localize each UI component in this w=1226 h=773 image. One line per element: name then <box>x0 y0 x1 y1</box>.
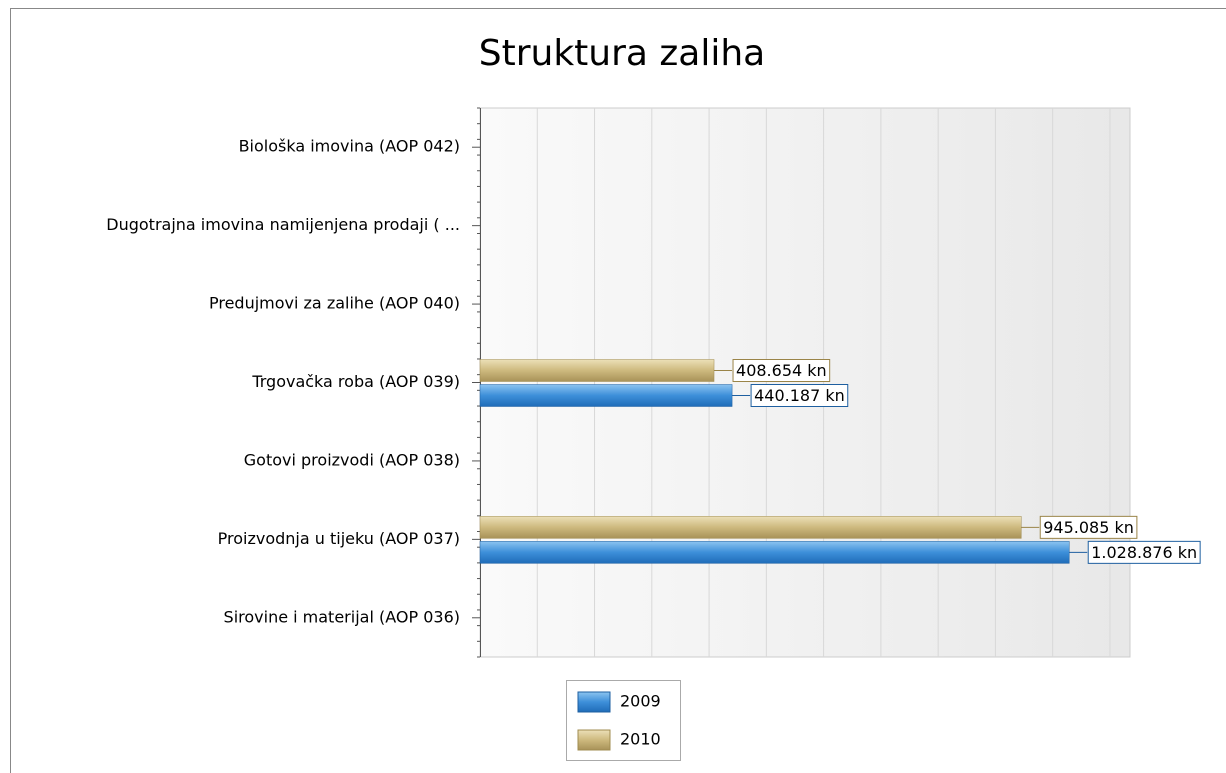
y-tick-label: Biološka imovina (AOP 042) <box>239 137 460 156</box>
data-label: 1.028.876 kn <box>1091 543 1197 562</box>
bar <box>479 359 715 382</box>
y-tick-label: Proizvodnja u tijeku (AOP 037) <box>218 529 460 548</box>
y-tick-label: Dugotrajna imovina namijenjena prodaji (… <box>106 215 460 234</box>
y-tick-label: Trgovačka roba (AOP 039) <box>251 372 460 391</box>
bar <box>479 516 1022 539</box>
y-tick-label: Sirovine i materijal (AOP 036) <box>224 607 460 626</box>
chart-title: Struktura zaliha <box>479 33 766 74</box>
data-label: 440.187 kn <box>754 386 845 405</box>
plot-area <box>479 107 1131 658</box>
legend-swatch <box>577 691 611 713</box>
legend-label: 2010 <box>620 730 661 749</box>
frame <box>10 8 1226 773</box>
label-box <box>1087 540 1201 564</box>
data-label: 945.085 kn <box>1043 518 1134 537</box>
legend-label: 2009 <box>620 692 661 711</box>
bar <box>479 541 1070 564</box>
y-tick-label: Predujmovi za zalihe (AOP 040) <box>209 294 460 313</box>
data-label: 408.654 kn <box>736 361 827 380</box>
label-box <box>732 359 831 382</box>
bar <box>479 384 733 407</box>
label-box <box>750 384 849 407</box>
y-tick-label: Gotovi proizvodi (AOP 038) <box>244 450 460 469</box>
label-box <box>1039 515 1138 539</box>
legend-swatch <box>577 729 611 751</box>
